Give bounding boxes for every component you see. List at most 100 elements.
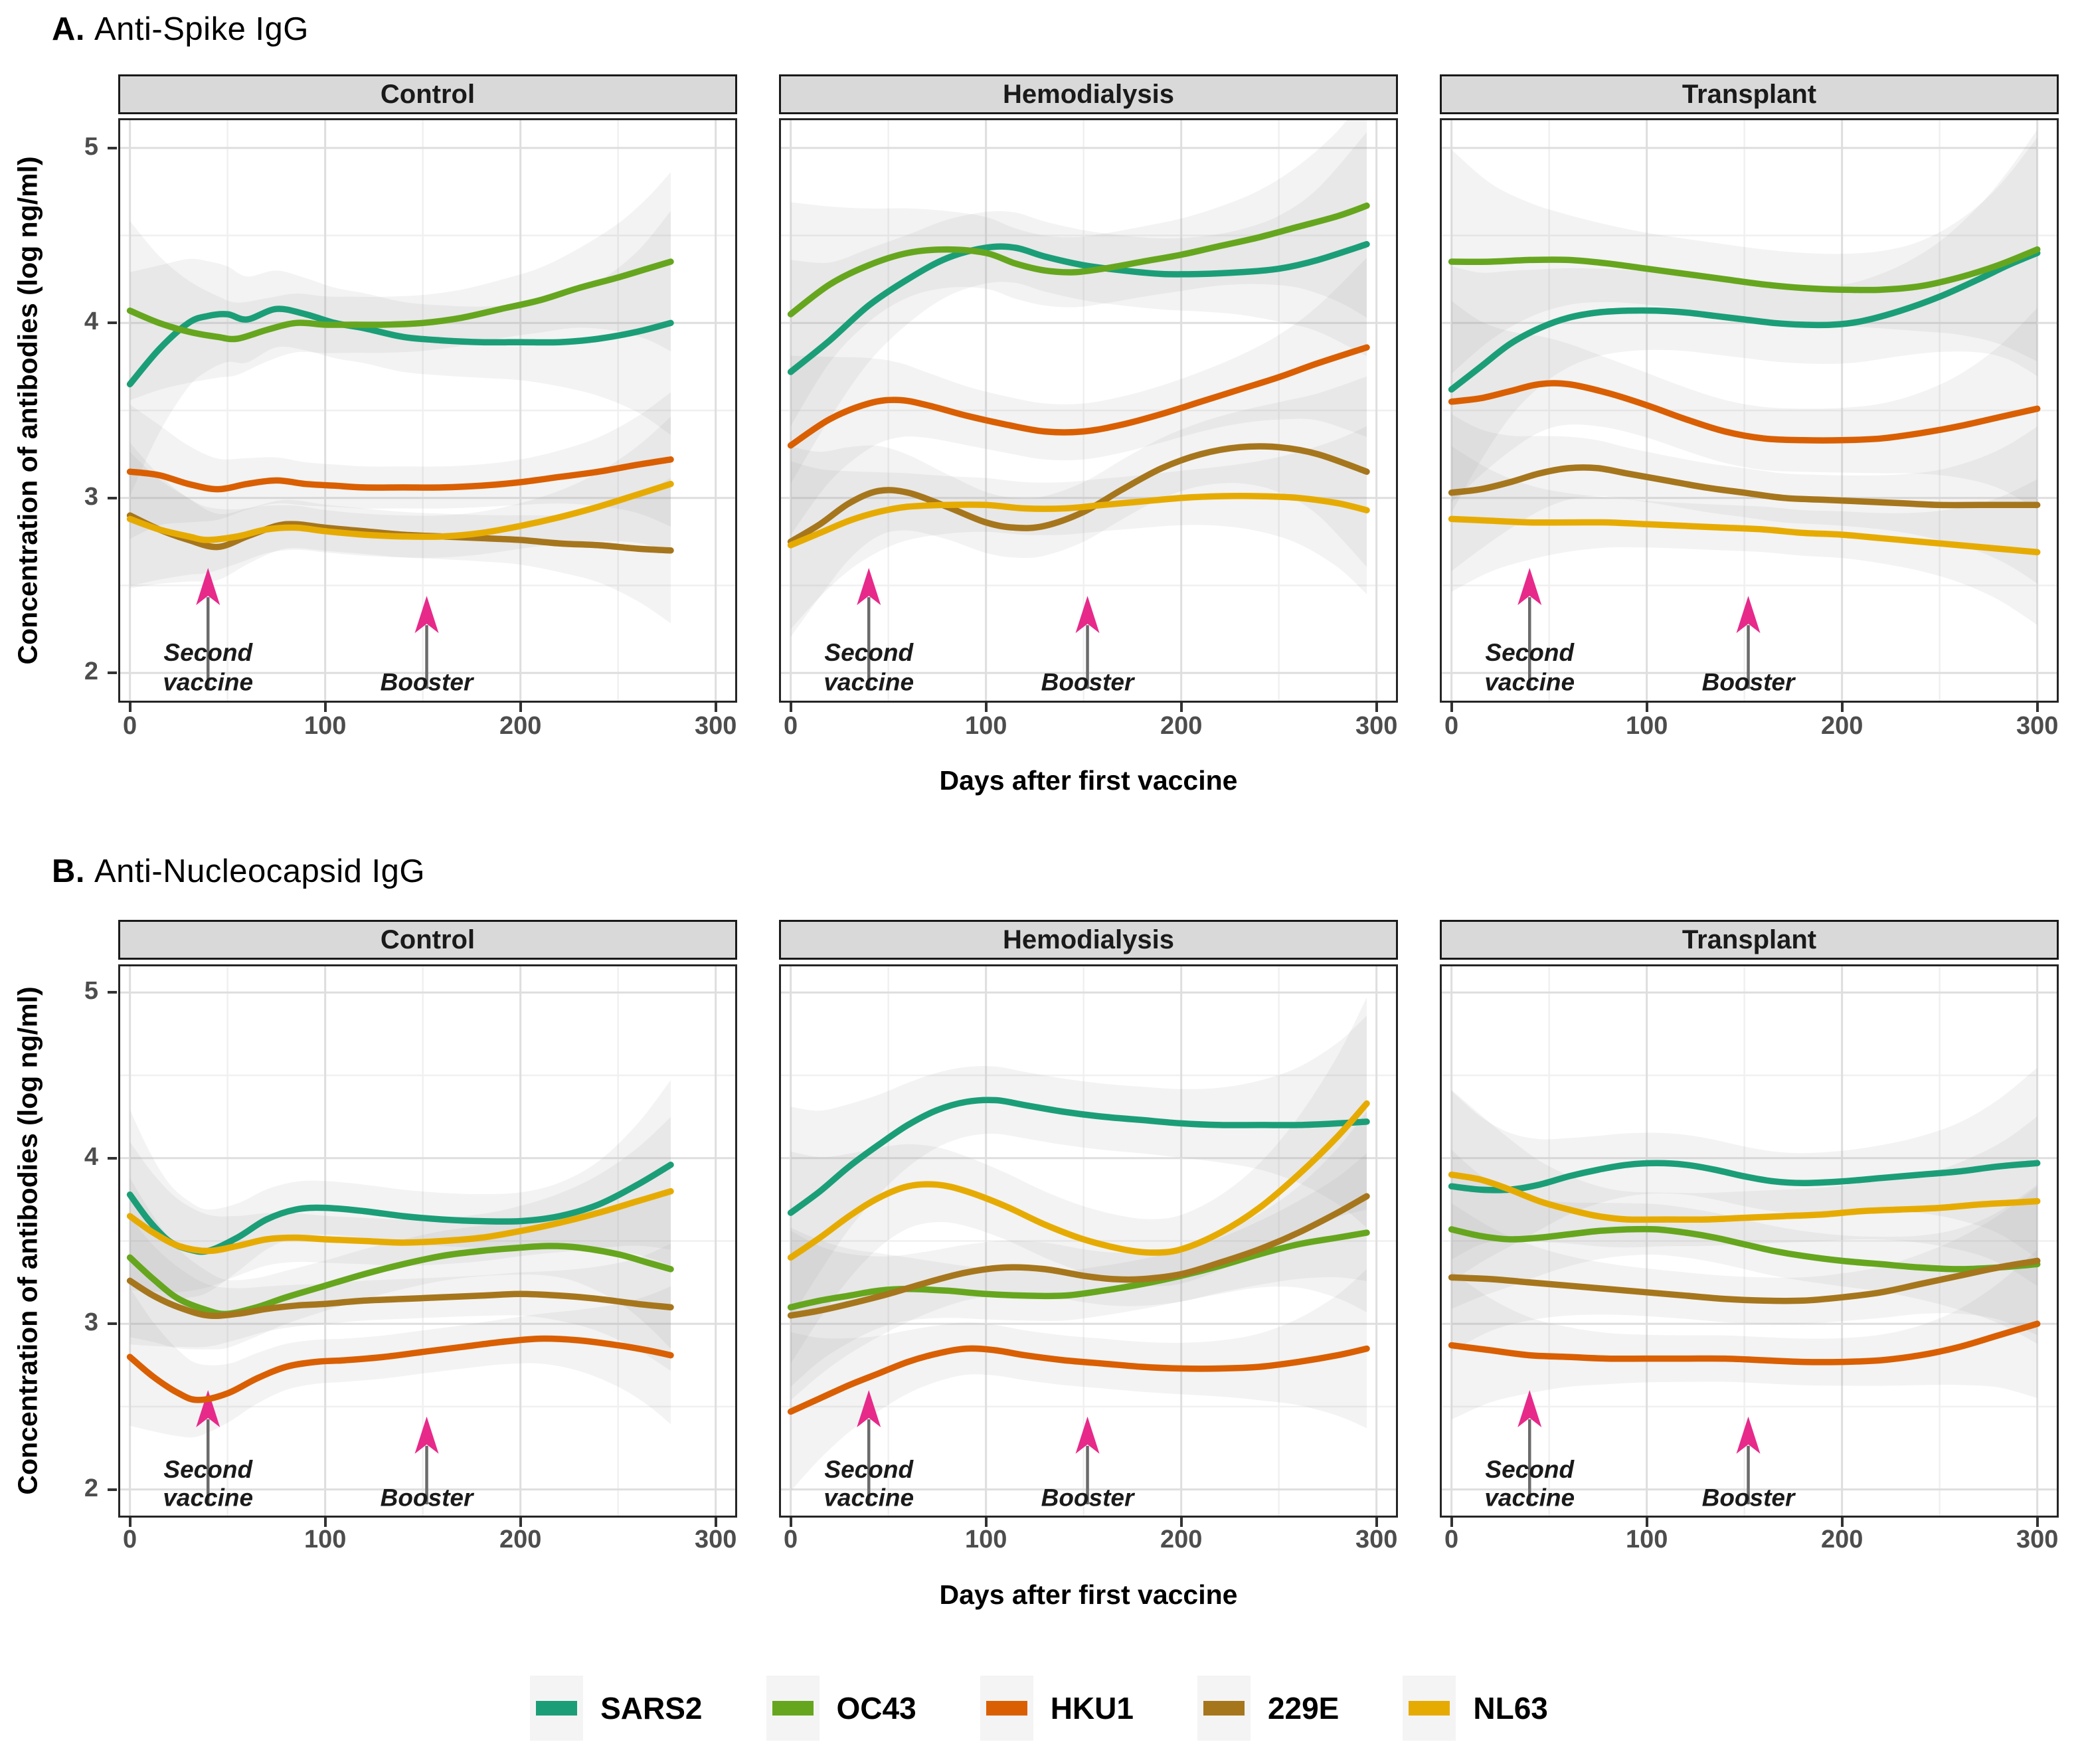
x-tick-mark — [2035, 703, 2039, 712]
line-229e — [126, 512, 674, 554]
line-oc43 — [787, 1229, 1370, 1311]
y-tick-mark — [108, 1488, 117, 1491]
gridlines — [1440, 964, 2059, 1518]
legend-label-oc43: OC43 — [836, 1691, 916, 1725]
x-tick-mark — [1840, 1518, 1844, 1527]
strip-b-hemodialysis: Hemodialysis — [779, 920, 1398, 960]
line-229e — [126, 1277, 674, 1320]
line-oc43 — [787, 202, 1370, 317]
series-lines — [787, 1097, 1370, 1415]
panel-a-title: A. Anti-Spike IgG — [52, 11, 309, 48]
x-tick-label-300-transplant: 300 — [2016, 1526, 2059, 1553]
booster-arrow: Booster — [381, 1416, 475, 1512]
strip-a-control: Control — [118, 74, 737, 114]
gridlines — [118, 118, 737, 703]
annotation-label: Booster — [381, 669, 475, 696]
x-tick-mark — [714, 703, 717, 712]
strip-a-hemodialysis-label: Hemodialysis — [1003, 79, 1174, 109]
panel-border — [1440, 964, 2059, 1518]
x-tick-mark — [1375, 1518, 1378, 1527]
series-lines — [787, 202, 1370, 549]
legend-label-nl63: NL63 — [1473, 1691, 1548, 1725]
y-tick-label-3-panel-B: 3 — [84, 1308, 98, 1337]
second-vaccine-arrow: Second vaccine — [823, 568, 914, 696]
line-hku1 — [126, 1335, 674, 1403]
confidence-ribbons — [130, 172, 671, 624]
annotation-label: vaccine — [1484, 669, 1575, 696]
legend-item-oc43: OC43 — [766, 1676, 916, 1741]
second-vaccine-arrow: Second vaccine — [1484, 568, 1575, 696]
x-tick-label-0-control: 0 — [123, 712, 137, 740]
y-tick-label-4-panel-B: 4 — [84, 1142, 98, 1171]
gridlines — [118, 964, 737, 1518]
x-tick-mark — [984, 703, 988, 712]
legend-label-229e: 229E — [1267, 1691, 1340, 1725]
line-229e — [787, 1193, 1370, 1319]
legend-item-229e: 229E — [1197, 1676, 1339, 1741]
legend-item-hku1: HKU1 — [980, 1676, 1134, 1741]
annotation-label: vaccine — [823, 669, 914, 696]
booster-arrow: Booster — [1041, 1416, 1136, 1512]
annotation-label: Second — [163, 639, 253, 666]
annotation-label: Second — [163, 1456, 253, 1483]
x-tick-label-0-control: 0 — [123, 1526, 137, 1553]
legend-key-oc43 — [766, 1676, 820, 1741]
line-sars2 — [787, 1097, 1370, 1216]
x-tick-label-200-transplant: 200 — [1820, 1526, 1863, 1553]
x-tick-label-0-hemodialysis: 0 — [784, 712, 798, 740]
y-tick-mark — [108, 991, 117, 994]
legend-key-nl63 — [1403, 1676, 1456, 1741]
x-tick-label-100-hemodialysis: 100 — [964, 712, 1007, 740]
line-hku1 — [126, 456, 674, 493]
strip-b-transplant-label: Transplant — [1682, 925, 1817, 954]
legend-label-sars2: SARS2 — [600, 1691, 703, 1725]
annotation-label: Booster — [381, 1484, 475, 1512]
x-tick-label-100-transplant: 100 — [1625, 1526, 1668, 1553]
annotation-label: Booster — [1041, 1484, 1136, 1512]
x-tick-mark — [1645, 1518, 1648, 1527]
line-oc43 — [1448, 1225, 2041, 1273]
line-oc43 — [1448, 246, 2041, 294]
x-tick-mark — [984, 1518, 988, 1527]
y-tick-mark — [108, 146, 117, 149]
annotation-label: Second — [824, 639, 914, 666]
y-tick-mark — [108, 671, 117, 675]
x-tick-mark — [519, 1518, 522, 1527]
strip-a-hemodialysis: Hemodialysis — [779, 74, 1398, 114]
x-tick-mark — [519, 703, 522, 712]
strip-a-control-label: Control — [380, 79, 476, 109]
strip-b-control: Control — [118, 920, 737, 960]
legend-item-sars2: SARS2 — [530, 1676, 703, 1741]
y-tick-label-5-panel-B: 5 — [84, 977, 98, 1006]
y-tick-mark — [108, 496, 117, 499]
series-lines — [1448, 1160, 2041, 1366]
x-tick-label-0-hemodialysis: 0 — [784, 1526, 798, 1553]
x-tick-label-200-control: 200 — [499, 1526, 542, 1553]
booster-arrow: Booster — [1041, 596, 1136, 696]
hku1-color-swatch — [986, 1701, 1027, 1716]
annotation-label: Booster — [1041, 669, 1136, 696]
x-tick-mark — [1450, 1518, 1453, 1527]
x-tick-label-100-hemodialysis: 100 — [964, 1526, 1007, 1553]
annotation-label: vaccine — [163, 1484, 253, 1512]
annotation-label: Second — [1485, 639, 1575, 666]
line-229e — [1448, 1257, 2041, 1304]
line-hku1 — [787, 344, 1370, 449]
x-tick-label-200-hemodialysis: 200 — [1160, 1526, 1203, 1553]
x-tick-label-0-transplant: 0 — [1444, 712, 1459, 740]
x-tick-mark — [1450, 703, 1453, 712]
strip-a-transplant-label: Transplant — [1682, 79, 1817, 109]
y-tick-mark — [108, 1322, 117, 1326]
x-tick-label-100-control: 100 — [303, 712, 347, 740]
x-tick-label-200-transplant: 200 — [1820, 712, 1863, 740]
y-tick-mark — [108, 321, 117, 325]
x-axis-title-panel-b: Days after first vaccine — [939, 1579, 1238, 1610]
x-tick-mark — [789, 1518, 792, 1527]
y-tick-label-2-panel-B: 2 — [84, 1474, 98, 1502]
